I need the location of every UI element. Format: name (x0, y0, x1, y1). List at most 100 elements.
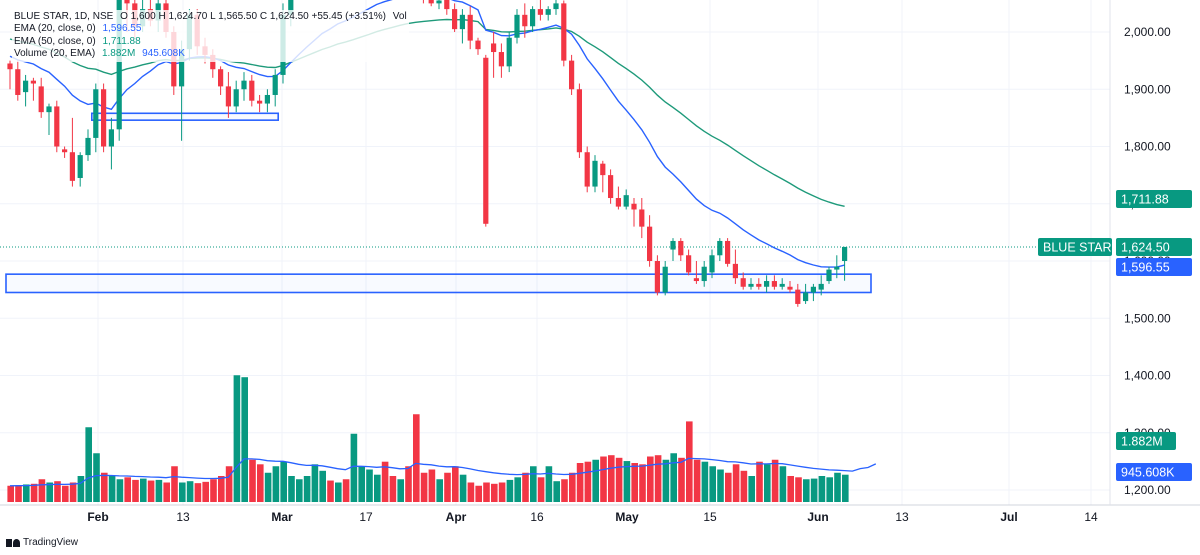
candle-body (108, 129, 114, 147)
volume-bar (15, 485, 22, 502)
time-axis[interactable]: Feb 13 Mar 17 Apr 16 May 15 Jun 13 Jul 14 (87, 510, 1098, 524)
volume-bar (615, 457, 623, 502)
volume-ema-line (9, 457, 877, 487)
ema20-line (9, 0, 845, 268)
volume-bar (397, 479, 404, 502)
time-axis-label: 13 (895, 510, 909, 524)
candle-body (85, 137, 91, 156)
candle-body (608, 175, 614, 199)
volume-bar (389, 476, 397, 502)
candle-body (475, 40, 481, 50)
legend-ohlc: O 1,600 H 1,624.70 L 1,565.50 C 1,624.50… (120, 11, 387, 22)
volume-bar (319, 470, 326, 502)
price-axis-label: 1,900.00 (1124, 82, 1171, 96)
volume-bar (163, 482, 170, 502)
volume-bar (374, 474, 381, 502)
time-axis-label: Apr (446, 510, 467, 524)
candle-body (576, 89, 582, 153)
volume-bar (803, 479, 810, 502)
volume-bar (483, 482, 490, 502)
volume-bar (257, 464, 264, 502)
chart-legend[interactable]: BLUE STAR, 1D, NSE O 1,600 H 1,624.70 L … (12, 10, 409, 62)
support-box (5, 273, 872, 294)
symbol-tag: BLUE STAR (1043, 240, 1112, 254)
candle-body (506, 37, 512, 67)
legend-ema50-row[interactable]: EMA (50, close, 0) 1,711.88 (14, 36, 407, 48)
candle-body (826, 269, 832, 282)
candle-body (428, 0, 434, 4)
candle-body (7, 63, 13, 70)
volume-bar (7, 485, 14, 502)
volume-bar (303, 476, 311, 502)
legend-ema20-row[interactable]: EMA (20, close, 0) 1,596.55 (14, 23, 407, 35)
volume-bar (584, 461, 592, 502)
chart-grid (0, 0, 1200, 506)
volume-ema-tag: 945.608K (1121, 466, 1175, 480)
volume-bar (327, 480, 334, 502)
last-price-tag-box (1116, 237, 1192, 256)
candle-body (842, 246, 848, 261)
volume-bar (475, 485, 482, 502)
candle-body (818, 283, 824, 290)
volume-bar (77, 476, 85, 502)
last-price-tag: 1,624.50 (1121, 240, 1170, 254)
legend-symbol: BLUE STAR, 1D, NSE (14, 11, 114, 22)
time-axis-label: Jun (807, 510, 828, 524)
volume-bar (108, 476, 116, 502)
candle-body (740, 278, 746, 287)
volume-bar (553, 481, 560, 502)
volume-bars (7, 375, 877, 502)
candle-body (553, 3, 559, 10)
volume-bar (186, 481, 194, 502)
candle-body (771, 281, 777, 287)
volume-bar (132, 479, 139, 502)
candle-body (459, 14, 465, 30)
volume-bar (662, 459, 670, 502)
candle-body (264, 94, 270, 104)
legend-volume-row[interactable]: Volume (20, EMA) 1.882M 945.608K (14, 48, 407, 60)
volume-bar (608, 455, 615, 502)
time-axis-label: 13 (176, 510, 190, 524)
volume-bar (764, 464, 771, 502)
price-axis-label: 1,800.00 (1124, 140, 1171, 154)
volume-bar (779, 466, 787, 502)
volume-bar (428, 469, 436, 502)
time-axis-label: Mar (271, 510, 293, 524)
volume-bar (639, 464, 646, 502)
candle-body (436, 0, 442, 4)
volume-bar (576, 463, 584, 502)
time-axis-label: May (615, 510, 639, 524)
candle-body (23, 80, 29, 93)
candle-body (77, 155, 83, 178)
volume-bar (623, 461, 631, 502)
tradingview-logo[interactable]: TradingView (6, 537, 78, 548)
support-box (91, 112, 279, 121)
candle-body (662, 266, 668, 293)
volume-bar (155, 479, 163, 502)
volume-bar (23, 484, 30, 502)
volume-bar (311, 464, 319, 502)
volume-bar (444, 472, 451, 502)
candle-body (615, 198, 621, 207)
candle-body (623, 195, 629, 207)
price-axis-label: 1,400.00 (1124, 369, 1171, 383)
volume-bar (631, 463, 638, 502)
support-boxes[interactable] (5, 112, 872, 294)
candle-body (522, 14, 528, 27)
candle-body (179, 49, 185, 87)
candle-body (62, 149, 68, 153)
volume-bar (233, 375, 241, 502)
volume-bar (654, 455, 662, 502)
price-axis-label: 1,500.00 (1124, 311, 1171, 325)
candle-body (647, 226, 653, 261)
candle-body (725, 240, 731, 264)
volume-bar (787, 476, 794, 502)
volume-bar (795, 477, 802, 502)
time-axis-label: Jul (1000, 510, 1017, 524)
candle-body (561, 3, 567, 61)
price-axis-label: 1,200.00 (1124, 483, 1171, 497)
volume-bar (194, 483, 202, 502)
volume-bar (30, 483, 38, 502)
volume-bar (452, 466, 459, 502)
